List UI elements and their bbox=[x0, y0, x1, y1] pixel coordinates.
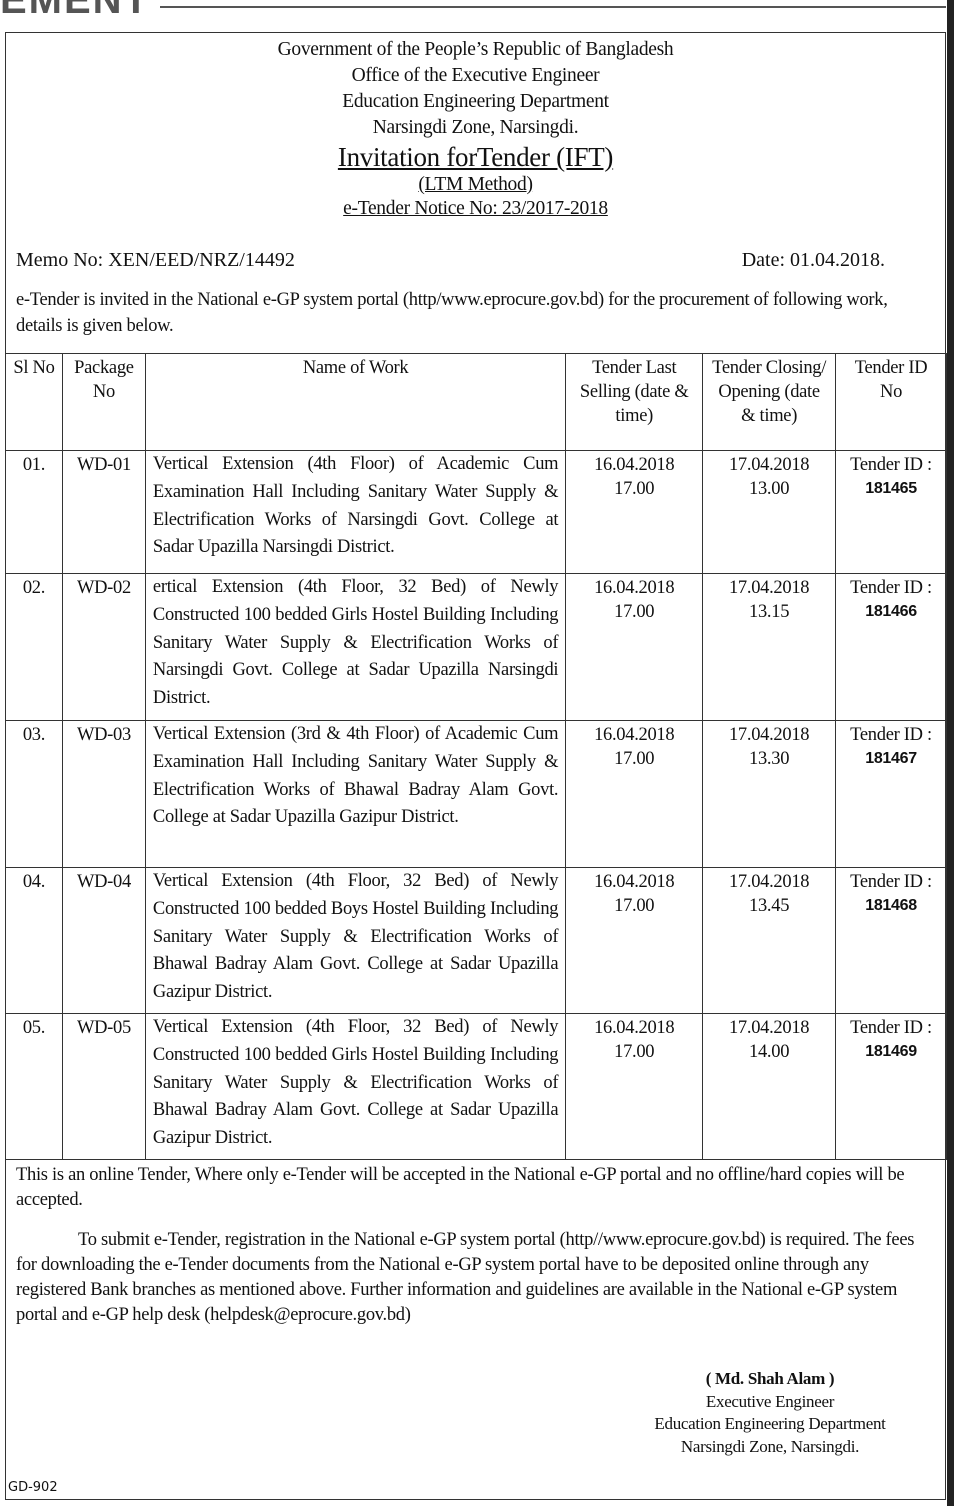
intro-text: e-Tender is invited in the National e-GP… bbox=[16, 290, 888, 336]
tender-id: Tender ID : 181469 bbox=[835, 1013, 947, 1160]
closing-time: 13.15 bbox=[749, 602, 790, 622]
method: (LTM Method) bbox=[418, 174, 533, 195]
table-row: 03. WD-03 Vertical Extension (3rd & 4th … bbox=[5, 720, 947, 868]
signatory-dept: Education Engineering Department bbox=[654, 1414, 886, 1433]
memo-date: Date: 01.04.2018. bbox=[741, 249, 885, 271]
selling-time: 17.00 bbox=[614, 602, 655, 622]
last-selling: 16.04.2018 17.00 bbox=[565, 720, 704, 868]
table-row: 05. WD-05 Vertical Extension (4th Floor,… bbox=[5, 1013, 947, 1160]
table-row: 04. WD-04 Vertical Extension (4th Floor,… bbox=[5, 867, 947, 1014]
closing-opening: 17.04.2018 13.45 bbox=[702, 867, 837, 1014]
selling-date: 16.04.2018 bbox=[594, 455, 675, 475]
sl-no: 01. bbox=[5, 450, 63, 574]
tender-id: Tender ID : 181465 bbox=[835, 450, 947, 574]
col-header: Sl No bbox=[5, 353, 63, 451]
last-selling: 16.04.2018 17.00 bbox=[565, 450, 704, 574]
tender-id: Tender ID : 181466 bbox=[835, 573, 947, 721]
closing-opening: 17.04.2018 13.00 bbox=[702, 450, 837, 574]
closing-date: 17.04.2018 bbox=[728, 1018, 810, 1038]
closing-time: 13.30 bbox=[749, 749, 790, 769]
submission-paragraph: To submit e-Tender, registration in the … bbox=[16, 1230, 915, 1325]
closing-date: 17.04.2018 bbox=[728, 872, 810, 892]
selling-time: 17.00 bbox=[614, 479, 655, 499]
tender-id-label: Tender ID : bbox=[850, 725, 932, 745]
header-line: Government of the People’s Republic of B… bbox=[277, 39, 674, 60]
closing-time: 14.00 bbox=[749, 1042, 790, 1062]
online-note: This is an online Tender, Where only e-T… bbox=[16, 1165, 905, 1210]
selling-time: 17.00 bbox=[614, 1042, 655, 1062]
selling-date: 16.04.2018 bbox=[594, 578, 675, 598]
package-no: WD-04 bbox=[61, 867, 146, 1014]
header-line: Education Engineering Department bbox=[342, 91, 609, 112]
tender-id-value: 181467 bbox=[865, 750, 917, 767]
tender-id: Tender ID : 181468 bbox=[835, 867, 947, 1014]
package-no: WD-02 bbox=[61, 573, 146, 721]
col-header: Tender Closing/ Opening (date & time) bbox=[702, 353, 837, 451]
tender-id-value: 181469 bbox=[865, 1043, 917, 1060]
signatory-title: Executive Engineer bbox=[705, 1391, 835, 1411]
memo-number: Memo No: XEN/EED/NRZ/14492 bbox=[16, 249, 295, 271]
closing-date: 17.04.2018 bbox=[728, 455, 810, 475]
col-header: Name of Work bbox=[144, 353, 567, 451]
tender-id-value: 181465 bbox=[865, 480, 917, 497]
tender-id-label: Tender ID : bbox=[850, 578, 932, 598]
package-no: WD-01 bbox=[61, 450, 146, 574]
closing-opening: 17.04.2018 14.00 bbox=[702, 1013, 837, 1160]
closing-date: 17.04.2018 bbox=[728, 578, 810, 598]
tender-id-label: Tender ID : bbox=[850, 872, 932, 892]
closing-time: 13.45 bbox=[749, 896, 790, 916]
work-name: ertical Extension (4th Floor, 32 Bed) of… bbox=[144, 573, 567, 721]
tender-id-value: 181466 bbox=[865, 603, 917, 620]
signatory-zone: Narsingdi Zone, Narsingdi. bbox=[680, 1436, 860, 1456]
code-label: GD-902 bbox=[8, 1480, 58, 1495]
tender-id-label: Tender ID : bbox=[850, 455, 932, 475]
last-selling: 16.04.2018 17.00 bbox=[565, 573, 704, 721]
header-line: Office of the Executive Engineer bbox=[351, 65, 600, 86]
tender-id-value: 181468 bbox=[865, 897, 917, 914]
work-name: Vertical Extension (4th Floor) of Academ… bbox=[144, 450, 567, 574]
memo-line: Memo No: XEN/EED/NRZ/14492 Date: 01.04.2… bbox=[16, 249, 885, 272]
package-no: WD-05 bbox=[61, 1013, 146, 1160]
tender-table: Sl No Package No Name of Work Tender Las… bbox=[5, 353, 947, 1160]
header-line: Narsingdi Zone, Narsingdi. bbox=[372, 117, 579, 138]
tender-id: Tender ID : 181467 bbox=[835, 720, 947, 868]
selling-date: 16.04.2018 bbox=[594, 872, 675, 892]
signature-block: ( Md. Shah Alam ) Executive Engineer Edu… bbox=[620, 1368, 920, 1458]
closing-date: 17.04.2018 bbox=[728, 725, 810, 745]
closing-opening: 17.04.2018 13.15 bbox=[702, 573, 837, 721]
last-selling: 16.04.2018 17.00 bbox=[565, 867, 704, 1014]
notice-number: e-Tender Notice No: 23/2017-2018 bbox=[343, 198, 608, 219]
signatory-name: ( Md. Shah Alam ) bbox=[705, 1369, 835, 1388]
selling-date: 16.04.2018 bbox=[594, 1018, 675, 1038]
package-no: WD-03 bbox=[61, 720, 146, 868]
sl-no: 05. bbox=[5, 1013, 63, 1160]
col-header: Tender ID No bbox=[835, 353, 947, 451]
sl-no: 04. bbox=[5, 867, 63, 1014]
selling-date: 16.04.2018 bbox=[594, 725, 675, 745]
edge-bar bbox=[947, 0, 954, 1506]
table-row: 02. WD-02 ertical Extension (4th Floor, … bbox=[5, 573, 947, 721]
tender-notice: Government of the People’s Republic of B… bbox=[5, 32, 947, 1500]
notice-header: Government of the People’s Republic of B… bbox=[6, 37, 945, 221]
selling-time: 17.00 bbox=[614, 896, 655, 916]
work-name: Vertical Extension (4th Floor, 32 Bed) o… bbox=[144, 1013, 567, 1160]
banner-text: EMENT bbox=[0, 0, 150, 22]
work-name: Vertical Extension (3rd & 4th Floor) of … bbox=[144, 720, 567, 868]
notice-title: Invitation forTender (IFT) bbox=[337, 142, 614, 172]
sl-no: 02. bbox=[5, 573, 63, 721]
tender-id-label: Tender ID : bbox=[850, 1018, 932, 1038]
closing-opening: 17.04.2018 13.30 bbox=[702, 720, 837, 868]
col-header: Tender Last Selling (date & time) bbox=[565, 353, 704, 451]
selling-time: 17.00 bbox=[614, 749, 655, 769]
work-name: Vertical Extension (4th Floor, 32 Bed) o… bbox=[144, 867, 567, 1014]
col-header: Package No bbox=[61, 353, 146, 451]
closing-time: 13.00 bbox=[749, 479, 790, 499]
divider bbox=[160, 6, 946, 8]
sl-no: 03. bbox=[5, 720, 63, 868]
last-selling: 16.04.2018 17.00 bbox=[565, 1013, 704, 1160]
table-row: 01. WD-01 Vertical Extension (4th Floor)… bbox=[5, 450, 947, 574]
